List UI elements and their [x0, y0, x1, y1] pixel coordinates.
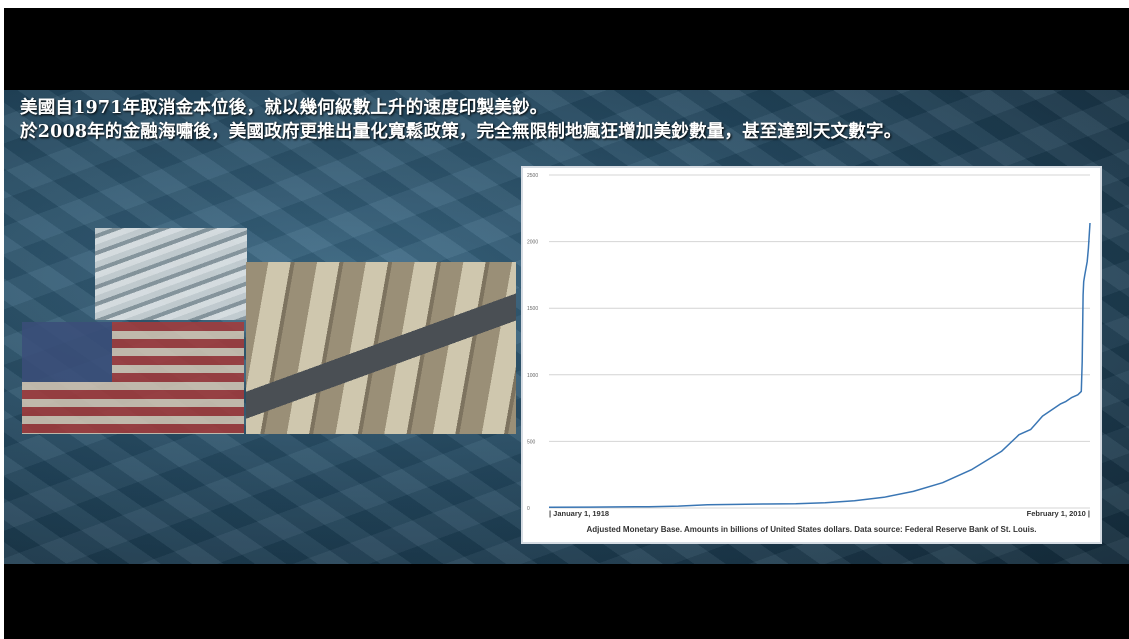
y-tick-label: 1000 — [527, 373, 538, 379]
y-tick-label: 2000 — [527, 240, 538, 246]
chart-caption: Adjusted Monetary Base. Amounts in billi… — [586, 525, 1037, 534]
y-tick-label: 0 — [527, 506, 530, 512]
headline: 美國自1971年取消金本位後，就以幾何級數上升的速度印製美鈔。 於2008年的金… — [20, 96, 1120, 144]
y-tick-label: 500 — [527, 439, 536, 445]
printed-bills-photo — [246, 262, 516, 434]
printing-press-photo — [95, 228, 247, 320]
monetary-base-chart: 0 500 1000 1500 2000 2500 | January 1, 1918 Feb… — [521, 166, 1102, 544]
y-tick-label: 2500 — [527, 173, 538, 179]
headline-line-1: 美國自1971年取消金本位後，就以幾何級數上升的速度印製美鈔。 — [20, 98, 548, 118]
x-start-label: | January 1, 1918 — [549, 509, 609, 518]
chart-plot: 0 500 1000 1500 2000 2500 | January 1, 1918 Feb… — [527, 173, 1091, 518]
series-line — [548, 222, 1091, 509]
headline-line-2: 於2008年的金融海嘯後，美國政府更推出量化寬鬆政策，完全無限制地瘋狂增加美鈔數… — [20, 122, 902, 142]
y-tick-label: 1500 — [527, 306, 538, 312]
x-end-label: February 1, 2010 | — [1027, 509, 1090, 518]
us-flag-photo — [22, 322, 244, 434]
